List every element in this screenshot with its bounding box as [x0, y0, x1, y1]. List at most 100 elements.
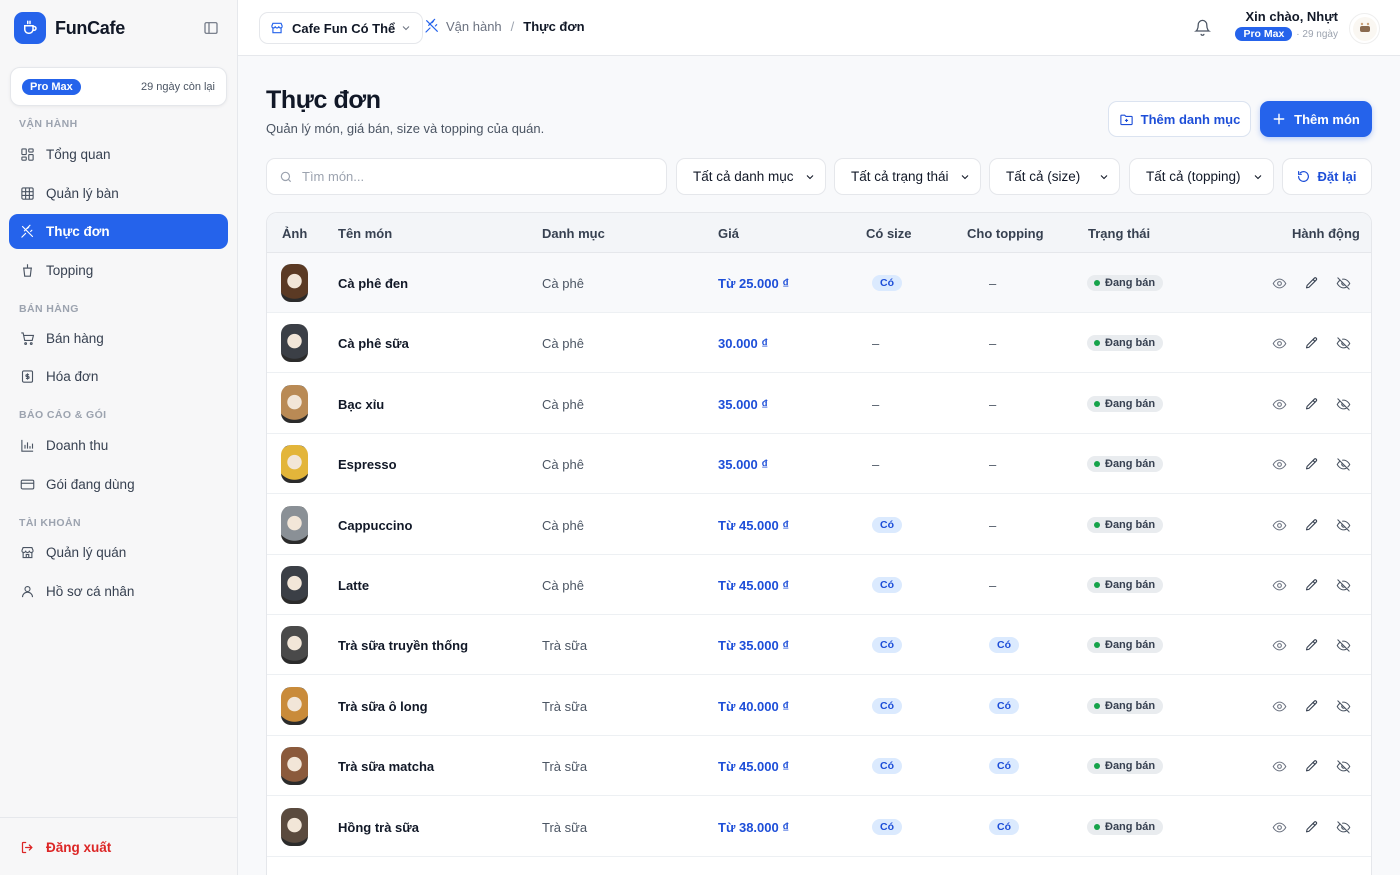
view-icon[interactable]: [1272, 638, 1287, 653]
item-thumbnail: [281, 747, 308, 785]
view-icon[interactable]: [1272, 820, 1287, 835]
status-filter-select[interactable]: Tất cả trạng thái: [834, 158, 981, 195]
hide-icon[interactable]: [1336, 397, 1351, 412]
view-icon[interactable]: [1272, 518, 1287, 533]
sidebar-item-tables[interactable]: Quản lý bàn: [9, 176, 228, 211]
sidebar-item-store[interactable]: Quản lý quán: [9, 535, 228, 570]
size-filter-select[interactable]: Tất cả (size): [989, 158, 1120, 195]
topping-filter-select[interactable]: Tất cả (topping): [1129, 158, 1274, 195]
hide-icon[interactable]: [1336, 699, 1351, 714]
view-icon[interactable]: [1272, 336, 1287, 351]
breadcrumb-item[interactable]: Vận hành: [446, 18, 502, 34]
item-price: Từ 45.000 ₫: [718, 758, 790, 774]
hide-icon[interactable]: [1336, 820, 1351, 835]
table-row[interactable]: Hồng trà sữa Trà sữa Từ 38.000 ₫ Có Có Đang b…: [267, 797, 1371, 857]
page-title: Thực đơn: [266, 86, 381, 114]
table-row[interactable]: Bạc xỉu Cà phê 35.000 ₫ – – Đang bán: [267, 374, 1371, 434]
hide-icon[interactable]: [1336, 638, 1351, 653]
status-label: Đang bán: [1105, 458, 1156, 470]
item-name: Hồng trà sữa: [338, 819, 419, 835]
size-none: –: [872, 456, 880, 472]
store-select[interactable]: Cafe Fun Có Thể: [259, 12, 423, 44]
sidebar-item-revenue[interactable]: Doanh thu: [9, 428, 228, 463]
status-dot: [1094, 763, 1100, 769]
sidebar-item-topping[interactable]: Topping: [9, 253, 228, 288]
item-name: Cappuccino: [338, 517, 413, 533]
add-item-button[interactable]: Thêm món: [1260, 101, 1372, 137]
view-icon[interactable]: [1272, 759, 1287, 774]
item-category: Trà sữa: [542, 819, 588, 835]
topbar: Cafe Fun Có Thể Vận hành / Thực đơn Xin …: [238, 0, 1400, 56]
sidebar-item-plan[interactable]: Gói đang dùng: [9, 467, 228, 502]
sidebar-item-overview[interactable]: Tổng quan: [9, 137, 228, 172]
item-price: 35.000 ₫: [718, 396, 769, 412]
status-label: Đang bán: [1105, 760, 1156, 772]
edit-icon[interactable]: [1304, 699, 1319, 714]
edit-icon[interactable]: [1304, 518, 1319, 533]
status-dot: [1094, 401, 1100, 407]
sidebar-item-invoices[interactable]: Hóa đơn: [9, 359, 228, 394]
table-row[interactable]: Cà phê đen Cà phê Từ 25.000 ₫ Có – Đang bán: [267, 253, 1371, 313]
column-header-name[interactable]: Tên món: [338, 226, 393, 241]
search-box[interactable]: [266, 158, 667, 195]
hide-icon[interactable]: [1336, 336, 1351, 351]
menu-table: Ảnh Tên món Danh mục Giá Có size Cho top…: [266, 212, 1372, 875]
column-header-status: Trạng thái: [1088, 226, 1151, 241]
search-input[interactable]: [302, 169, 642, 184]
column-header-price[interactable]: Giá: [718, 226, 739, 241]
table-row[interactable]: Cappuccino Cà phê Từ 45.000 ₫ Có – Đang bán: [267, 495, 1371, 555]
logout-label: Đăng xuất: [46, 839, 112, 855]
hide-icon[interactable]: [1336, 759, 1351, 774]
reset-filters-button[interactable]: Đặt lại: [1282, 158, 1372, 195]
edit-icon[interactable]: [1304, 457, 1319, 472]
topping-badge: Có: [989, 637, 1019, 653]
plan-card[interactable]: Pro Max 29 ngày còn lại: [10, 67, 227, 106]
logout-button[interactable]: Đăng xuất: [9, 831, 111, 863]
edit-icon[interactable]: [1304, 578, 1319, 593]
table-row[interactable]: Latte Cà phê Từ 45.000 ₫ Có – Đang bán: [267, 555, 1371, 615]
table-row[interactable]: Trà sữa matcha Trà sữa Từ 45.000 ₫ Có Có Đang…: [267, 736, 1371, 796]
item-price: Từ 25.000 ₫: [718, 275, 790, 291]
size-none: –: [872, 396, 880, 412]
hide-icon[interactable]: [1336, 518, 1351, 533]
sidebar-toggle-icon[interactable]: [203, 20, 219, 36]
bar-chart-icon: [21, 439, 34, 452]
table-row[interactable]: Trà sữa truyền thống Trà sữa Từ 35.000 ₫ Có…: [267, 615, 1371, 675]
item-thumbnail: [281, 687, 308, 725]
add-category-button[interactable]: Thêm danh mục: [1108, 101, 1251, 137]
edit-icon[interactable]: [1304, 336, 1319, 351]
view-icon[interactable]: [1272, 699, 1287, 714]
column-header-category[interactable]: Danh mục: [542, 226, 605, 241]
sidebar-item-menu[interactable]: Thực đơn: [9, 214, 228, 249]
view-icon[interactable]: [1272, 578, 1287, 593]
sidebar-item-profile[interactable]: Hồ sơ cá nhân: [9, 574, 228, 609]
sidebar-item-label: Hồ sơ cá nhân: [46, 584, 135, 599]
user-info[interactable]: Xin chào, Nhựt Pro Max · 29 ngày: [1235, 9, 1338, 41]
view-icon[interactable]: [1272, 397, 1287, 412]
hide-icon[interactable]: [1336, 578, 1351, 593]
edit-icon[interactable]: [1304, 820, 1319, 835]
hide-icon[interactable]: [1336, 276, 1351, 291]
table-row[interactable]: Cà phê sữa Cà phê 30.000 ₫ – – Đang bán: [267, 313, 1371, 373]
sidebar-item-sales[interactable]: Bán hàng: [9, 321, 228, 356]
item-category: Cà phê: [542, 456, 584, 472]
category-filter-select[interactable]: Tất cả danh mục: [676, 158, 826, 195]
brand[interactable]: FunCafe: [14, 12, 125, 44]
edit-icon[interactable]: [1304, 276, 1319, 291]
edit-icon[interactable]: [1304, 759, 1319, 774]
table-row[interactable]: Espresso Cà phê 35.000 ₫ – – Đang bán: [267, 434, 1371, 494]
view-icon[interactable]: [1272, 457, 1287, 472]
edit-icon[interactable]: [1304, 638, 1319, 653]
status-label: Đang bán: [1105, 579, 1156, 591]
item-category: Cà phê: [542, 275, 584, 291]
hide-icon[interactable]: [1336, 457, 1351, 472]
view-icon[interactable]: [1272, 276, 1287, 291]
size-none: –: [872, 335, 880, 351]
size-badge: Có: [872, 637, 902, 653]
store-icon: [271, 22, 283, 34]
table-row[interactable]: Trà sữa ô long Trà sữa Từ 40.000 ₫ Có Có Đang…: [267, 676, 1371, 736]
edit-icon[interactable]: [1304, 397, 1319, 412]
avatar[interactable]: [1349, 13, 1380, 44]
chevron-down-icon: [806, 174, 814, 179]
bell-icon[interactable]: [1194, 19, 1211, 36]
